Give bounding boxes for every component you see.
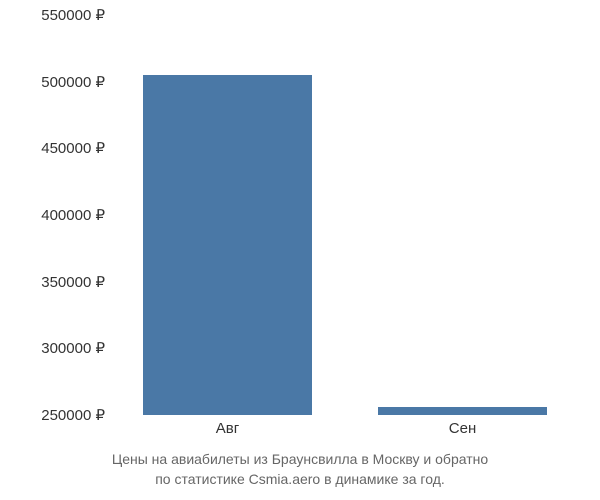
y-tick-label: 450000 ₽ xyxy=(10,139,105,157)
y-tick-label: 400000 ₽ xyxy=(10,206,105,224)
caption-line-2: по статистике Csmia.aero в динамике за г… xyxy=(0,470,600,490)
x-tick-label: Авг xyxy=(216,420,239,437)
x-tick-label: Сен xyxy=(449,420,476,437)
bar xyxy=(143,75,312,415)
plot-area xyxy=(110,15,580,415)
y-tick-label: 250000 ₽ xyxy=(10,406,105,424)
bar xyxy=(378,407,547,415)
caption-line-1: Цены на авиабилеты из Браунсвилла в Моск… xyxy=(0,450,600,470)
y-tick-label: 550000 ₽ xyxy=(10,6,105,24)
y-tick-label: 300000 ₽ xyxy=(10,339,105,357)
chart-caption: Цены на авиабилеты из Браунсвилла в Моск… xyxy=(0,450,600,489)
y-axis: 250000 ₽300000 ₽350000 ₽400000 ₽450000 ₽… xyxy=(10,15,105,415)
y-tick-label: 350000 ₽ xyxy=(10,273,105,291)
y-tick-label: 500000 ₽ xyxy=(10,73,105,91)
x-axis-labels: Авг Сен xyxy=(110,420,580,445)
chart-plot xyxy=(110,15,580,415)
